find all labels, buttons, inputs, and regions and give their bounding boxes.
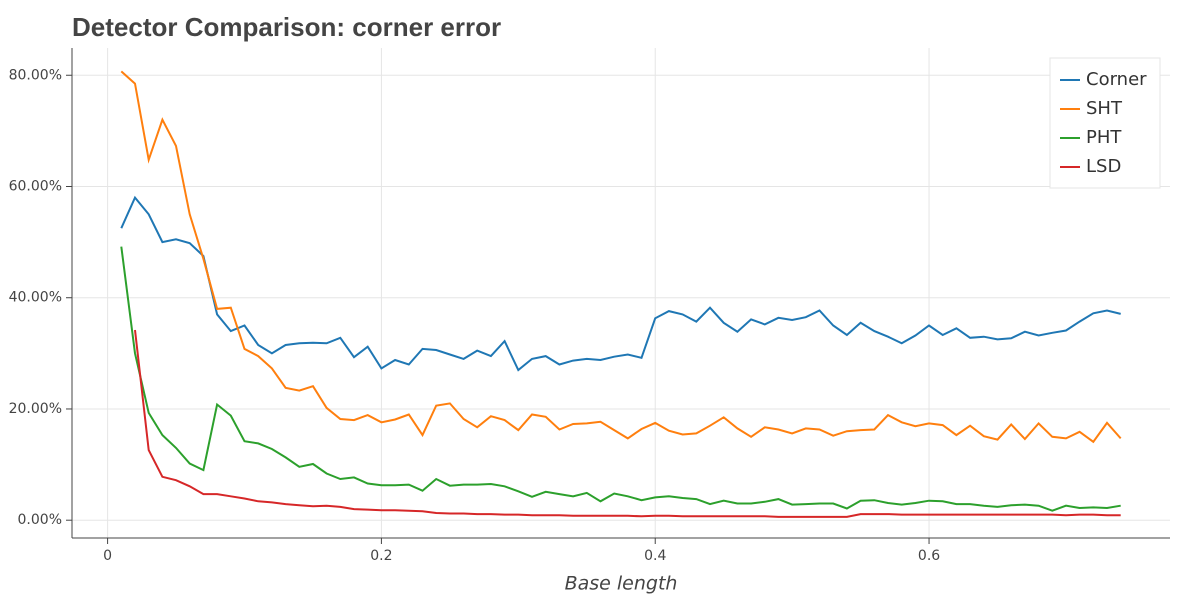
y-tick-label: 80.00% <box>9 67 62 83</box>
x-tick-label: 0.4 <box>644 548 666 564</box>
y-tick-label: 40.00% <box>9 290 62 306</box>
chart-title: Detector Comparison: corner error <box>72 12 501 42</box>
legend-label: LSD <box>1086 156 1121 177</box>
series-line <box>134 329 1121 518</box>
x-tick-label: 0.2 <box>370 548 392 564</box>
legend-label: PHT <box>1086 127 1122 148</box>
x-axis-label: Base length <box>565 573 678 595</box>
series-line <box>120 70 1122 444</box>
series-line <box>120 195 1121 372</box>
legend-label: Corner <box>1086 69 1147 90</box>
x-tick-label: 0.6 <box>918 548 940 564</box>
y-tick-label: 0.00% <box>18 512 62 528</box>
series-line <box>120 246 1121 512</box>
x-tick-label: 0 <box>103 548 112 564</box>
y-tick-label: 20.00% <box>9 401 62 417</box>
y-tick-label: 60.00% <box>9 178 62 194</box>
legend-label: SHT <box>1086 98 1123 119</box>
